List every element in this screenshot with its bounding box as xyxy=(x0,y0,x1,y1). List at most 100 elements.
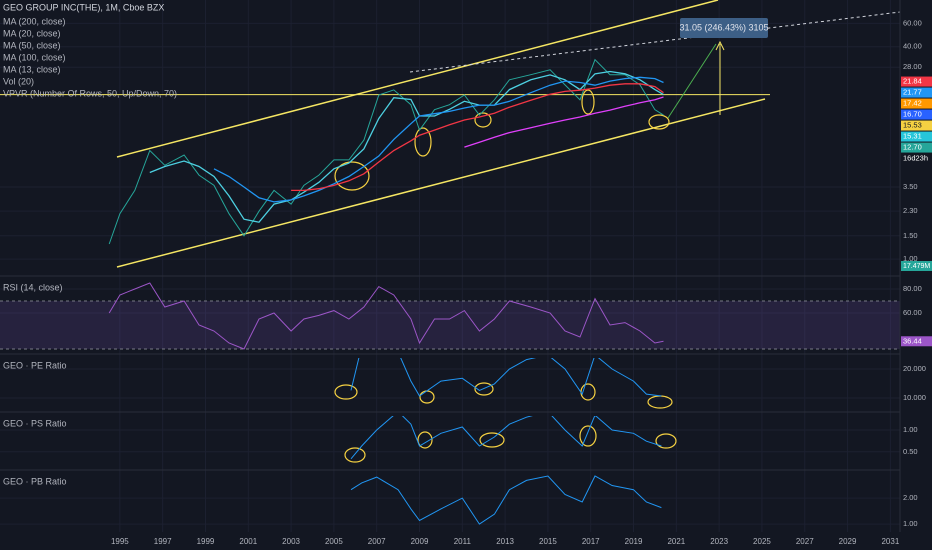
price-label: 16.70 xyxy=(903,110,922,119)
y-tick-label: 1.50 xyxy=(903,231,918,240)
price-label-box xyxy=(901,87,932,98)
legend-entry: MA (13, close) xyxy=(3,64,61,74)
x-tick-label: 2021 xyxy=(667,537,685,546)
x-tick-label: 2009 xyxy=(411,537,429,546)
arrow-head xyxy=(715,40,725,51)
series-line xyxy=(464,96,664,148)
x-tick-label: 2013 xyxy=(496,537,514,546)
y-tick-label: 60.00 xyxy=(903,308,922,317)
x-tick-label: 1997 xyxy=(154,537,172,546)
price-label-box xyxy=(901,76,932,87)
y-tick-label: 80.00 xyxy=(903,284,922,293)
highlight xyxy=(474,112,492,128)
legend-entry: MA (100, close) xyxy=(3,52,66,62)
x-tick-label: 2019 xyxy=(625,537,643,546)
last-value-box xyxy=(901,336,932,347)
y-tick-label: 1.00 xyxy=(903,425,918,434)
price-label: 21.77 xyxy=(903,88,922,97)
x-tick-label: 2015 xyxy=(539,537,557,546)
series-group xyxy=(350,416,662,460)
price-label-box xyxy=(901,142,932,153)
series-group xyxy=(350,475,662,525)
series-group xyxy=(108,282,664,350)
price-label-box xyxy=(901,120,932,131)
x-tick-label: 2017 xyxy=(582,537,600,546)
highlight xyxy=(581,89,595,115)
y-tick-label: 2.00 xyxy=(903,493,918,502)
panel-title: RSI (14, close) xyxy=(3,282,63,292)
legend-entry: MA (200, close) xyxy=(3,16,66,26)
y-tick-label: 60.00 xyxy=(903,18,922,27)
series-line xyxy=(350,475,662,525)
x-tick-label: 2011 xyxy=(454,537,472,546)
series-line xyxy=(213,76,664,203)
series-line xyxy=(291,83,664,192)
measure-label: 31.05 (246.43%) 3105 xyxy=(679,22,768,32)
x-tick-label: 2023 xyxy=(710,537,728,546)
y-tick-label: 2.30 xyxy=(903,206,918,215)
y-tick-label: 28.00 xyxy=(903,62,922,71)
panel-title: GEO · PS Ratio xyxy=(3,418,67,428)
highlight xyxy=(334,161,370,191)
x-tick-label: 1999 xyxy=(197,537,215,546)
chart-title: GEO GROUP INC(THE), 1M, Cboe BZX xyxy=(3,2,164,12)
price-label-box xyxy=(901,98,932,109)
highlight xyxy=(648,114,670,130)
series-line xyxy=(108,58,664,245)
y-tick-label: 1.00 xyxy=(903,254,918,263)
x-tick-label: 2001 xyxy=(239,537,257,546)
panel-title: GEO · PB Ratio xyxy=(3,476,67,486)
highlight xyxy=(334,384,358,400)
price-label: 15.53 xyxy=(903,121,922,130)
series-line xyxy=(350,358,662,397)
highlight xyxy=(579,425,597,447)
y-tick-label: 10.000 xyxy=(903,393,926,402)
y-tick-label: 3.50 xyxy=(903,182,918,191)
price-label: 17.42 xyxy=(903,99,922,108)
x-tick-label: 2005 xyxy=(325,537,343,546)
x-tick-label: 2025 xyxy=(753,537,771,546)
countdown: 16d23h xyxy=(903,154,928,163)
x-tick-label: 2003 xyxy=(282,537,300,546)
measure-box xyxy=(680,18,768,38)
x-tick-label: 2031 xyxy=(881,537,899,546)
x-tick-label: 1995 xyxy=(111,537,129,546)
plot xyxy=(108,58,664,525)
highlight xyxy=(655,433,677,449)
y-tick-label: 0.50 xyxy=(903,447,918,456)
legend-entry: MA (50, close) xyxy=(3,40,61,50)
series-group xyxy=(350,358,662,397)
price-label: 15.31 xyxy=(903,132,922,141)
last-value-label: 36.44 xyxy=(903,336,922,345)
y-tick-label: 40.00 xyxy=(903,42,922,51)
series-line xyxy=(350,416,662,460)
highlight xyxy=(474,382,494,396)
series-group xyxy=(108,58,664,245)
highlight xyxy=(479,432,505,448)
price-label: 21.84 xyxy=(903,77,922,86)
highlight xyxy=(414,127,432,157)
price-label: 12.70 xyxy=(903,143,922,152)
x-tick-label: 2027 xyxy=(796,537,814,546)
legend-entry: VPVR (Number Of Rows, 50, Up/Down, 70) xyxy=(3,88,177,98)
legend-entry: Vol (20) xyxy=(3,76,34,86)
highlight xyxy=(417,431,433,449)
volume-label: 17.479M xyxy=(903,263,930,270)
x-tick-label: 2007 xyxy=(368,537,386,546)
legend-entry: MA (20, close) xyxy=(3,28,61,38)
y-tick-label: 20.000 xyxy=(903,364,926,373)
price-label-box xyxy=(901,131,932,142)
extension-line xyxy=(409,11,901,73)
panel-title: GEO · PE Ratio xyxy=(3,360,67,370)
y-tick-label: 1.00 xyxy=(903,519,918,528)
series-line xyxy=(149,70,664,223)
price-label-box xyxy=(901,109,932,120)
x-tick-label: 2029 xyxy=(839,537,857,546)
channel-upper xyxy=(116,0,719,158)
rsi-band xyxy=(0,301,900,349)
volume-label-box xyxy=(901,261,932,271)
labels: 1995 1997 1999 2001 2003 2005 2007 2009 2011 2013… xyxy=(3,16,932,546)
series-line xyxy=(108,282,664,350)
